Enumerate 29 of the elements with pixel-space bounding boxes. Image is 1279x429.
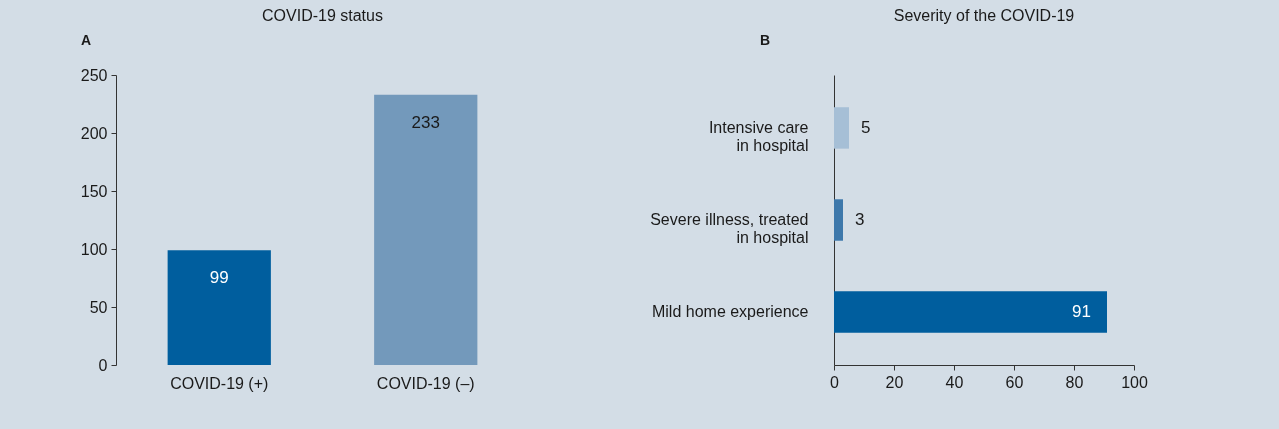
y-tick-label: 150 — [80, 182, 108, 200]
chart-title: Severity of the COVID-19 — [893, 7, 1075, 24]
text: B — [760, 32, 771, 48]
data-label: 5 — [861, 117, 871, 137]
x-tick-label: 20 — [885, 373, 904, 391]
text: A — [81, 32, 92, 48]
y-tick-label: Mild home experience — [651, 303, 809, 321]
data-label: 3 — [855, 210, 865, 229]
y-tick-label: Intensive care in hospital — [708, 118, 809, 154]
y-tick-label: 0 — [98, 356, 108, 374]
x-tick-label: 40 — [945, 373, 964, 391]
x-tick-label: 60 — [1005, 373, 1024, 391]
y-tick-label: 50 — [89, 298, 108, 316]
x-tick-label: 100 — [1121, 373, 1148, 391]
x-tick-label: COVID-19 (–) — [376, 374, 475, 392]
data-label: 233 — [411, 112, 440, 132]
chart-title: COVID-19 status — [262, 7, 383, 24]
y-tick-label: 100 — [80, 240, 108, 258]
x-tick-label: 80 — [1065, 373, 1084, 391]
bar — [834, 199, 843, 241]
y-tick-label: Severe illness, treated in hospital — [650, 211, 809, 246]
bar — [834, 107, 849, 149]
data-label: 99 — [209, 268, 229, 288]
y-tick-label: 250 — [80, 66, 108, 84]
data-label: 91 — [1072, 302, 1091, 322]
x-tick-label: 0 — [830, 373, 840, 391]
y-tick-label: 200 — [80, 124, 108, 142]
bar — [834, 291, 1107, 333]
x-tick-label: COVID-19 (+) — [170, 374, 269, 392]
